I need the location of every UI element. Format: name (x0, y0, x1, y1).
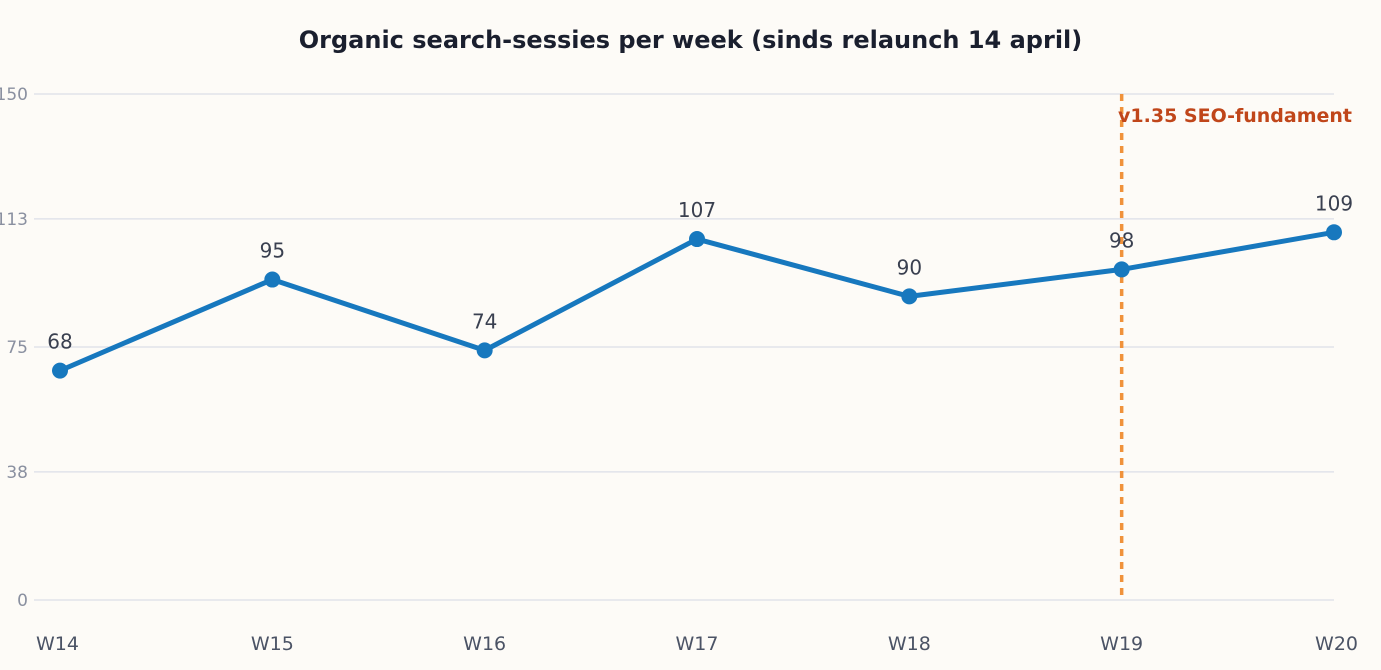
data-label: 90 (897, 255, 922, 279)
x-tick-label: W18 (888, 633, 931, 655)
x-tick-label: W15 (251, 633, 294, 655)
data-point (901, 288, 918, 305)
data-label: 98 (1109, 228, 1134, 252)
data-point (476, 342, 493, 359)
x-tick-label: W19 (1100, 633, 1143, 655)
data-point (52, 362, 68, 379)
y-tick-label: 38 (6, 463, 28, 483)
x-tick-label: W20 (1315, 633, 1358, 655)
y-tick-label: 0 (17, 591, 28, 611)
data-point (1326, 224, 1342, 241)
y-tick-label: 150 (0, 85, 28, 105)
annotation-label: v1.35 SEO-fundament (1118, 105, 1352, 127)
data-label: 74 (472, 309, 497, 333)
x-tick-label: W14 (36, 633, 79, 655)
data-label: 109 (1315, 191, 1353, 215)
data-label: 95 (260, 239, 285, 263)
y-tick-label: 113 (0, 210, 28, 230)
x-tick-label: W17 (676, 633, 719, 655)
chart-title: Organic search-sessies per week (sinds r… (298, 26, 1083, 54)
series-line (57, 229, 1337, 374)
data-label: 68 (47, 330, 72, 354)
data-point (264, 271, 281, 288)
data-point (689, 231, 705, 248)
y-tick-label: 75 (6, 338, 28, 358)
data-point (1113, 261, 1130, 278)
data-label: 107 (678, 198, 716, 222)
x-tick-label: W16 (463, 633, 506, 655)
